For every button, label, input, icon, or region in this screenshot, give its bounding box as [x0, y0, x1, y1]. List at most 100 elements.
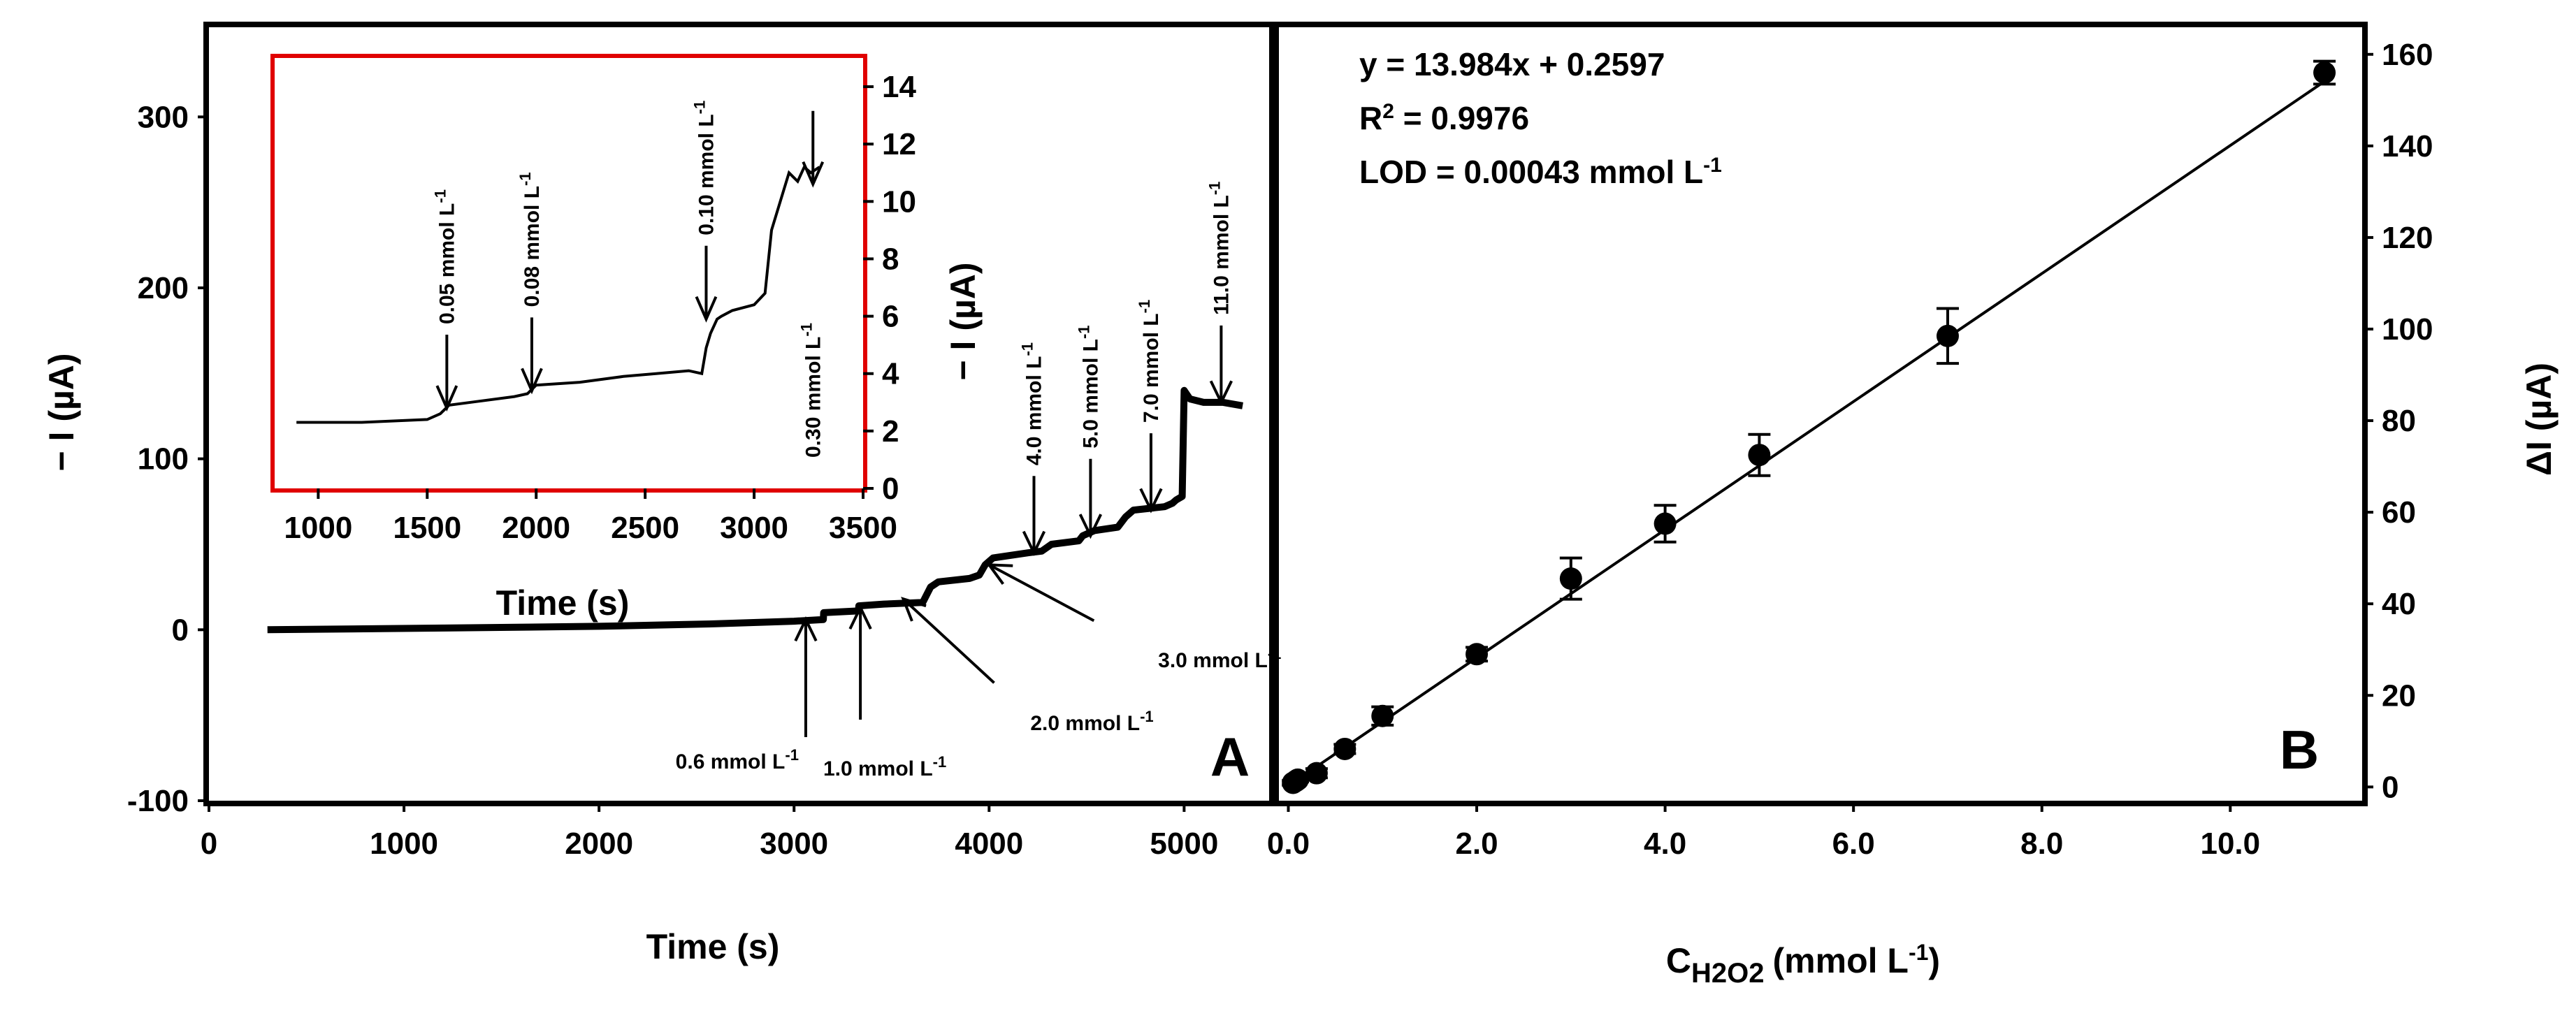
data-point — [2313, 61, 2336, 84]
panel-a-xlabel: Time (s) — [646, 927, 780, 966]
annotation-label: 11.0 mmol L-1 — [1206, 182, 1233, 315]
annotation-sup: -1 — [1206, 182, 1223, 196]
b-y-tick-label: 140 — [2382, 129, 2433, 163]
y-tick-label: 0 — [172, 613, 189, 647]
annotation-text: 2.0 mmol L — [1030, 712, 1140, 735]
xlabel-sub-h: H — [1691, 958, 1712, 989]
annotation-arrowhead — [1209, 380, 1233, 406]
panel-b-plot: 0.0 2.0 4.0 6.0 8.0 10.0 0 20 40 60 80 100 120 140 160 — [1267, 38, 2433, 861]
inset-x-tick-label: 3000 — [720, 511, 788, 545]
b-x-tick-label: 10.0 — [2200, 827, 2260, 861]
panel-b-xlabel: CH2O2 (mmol L-1) — [1666, 940, 1940, 989]
data-point — [1466, 643, 1489, 666]
inset-annotation-text: 0.08 mmol L — [521, 186, 544, 307]
inset-y-tick-label: 0 — [882, 472, 899, 506]
xlabel-unit-sup: -1 — [1909, 940, 1928, 965]
xlabel-sub-o: O — [1727, 958, 1749, 989]
data-point — [1654, 512, 1677, 535]
b-y-tick-label: 0 — [2382, 770, 2398, 804]
annotation-label: 1.0 mmol L-1 — [823, 753, 946, 781]
annotation-sup: -1 — [1075, 325, 1092, 339]
inset-annotation-text: 0.10 mmol L — [695, 114, 718, 235]
inset-annotation-text: 0.30 mmol L — [802, 337, 825, 458]
inset-ylabel: − I (µA) — [943, 262, 983, 380]
inset-annotation-label: 0.30 mmol L-1 — [797, 323, 825, 458]
annotation-arrowhead — [848, 604, 872, 630]
inset-background — [275, 58, 863, 488]
annotation-label: 3.0 mmol L-1 — [1158, 645, 1281, 673]
annotation-text: 4.0 mmol L — [1022, 356, 1045, 466]
annotation-arrowhead — [794, 616, 818, 642]
inset-y-tick-label: 12 — [882, 127, 916, 161]
panel-a-letter: A — [1210, 726, 1250, 787]
inset-y-tick-label: 14 — [882, 70, 916, 104]
annotation-sup: -1 — [1135, 300, 1152, 314]
b-x-tick-label: 4.0 — [1644, 827, 1686, 861]
x-tick-label: 1000 — [370, 827, 438, 861]
data-point — [1936, 324, 1959, 347]
xlabel-sub-2a: 2 — [1712, 958, 1727, 989]
annotation-sup: -1 — [933, 753, 947, 771]
b-x-tick-label: 6.0 — [1832, 827, 1875, 861]
annotation-text: 3.0 mmol L — [1158, 649, 1268, 672]
b-y-tick-label: 120 — [2382, 221, 2433, 255]
annotation-label: 5.0 mmol L-1 — [1075, 325, 1103, 448]
inset-annotation-arrowhead — [435, 385, 458, 412]
xlabel-c: C — [1666, 941, 1691, 980]
annotation-label: 4.0 mmol L-1 — [1018, 342, 1046, 465]
inset-series-line — [296, 164, 820, 424]
y-tick-label: -100 — [127, 784, 189, 818]
r-squared-sup: 2 — [1382, 100, 1394, 123]
annotation-arrowhead — [901, 597, 927, 622]
panel-b-ylabel: ΔI (µA) — [2519, 363, 2559, 476]
x-tick-label: 5000 — [1150, 827, 1218, 861]
annotation-arrowhead — [986, 563, 1013, 585]
panel-a-ylabel: − I (µA) — [42, 353, 81, 471]
inset-annotation-sup: -1 — [690, 101, 708, 115]
r-squared-value: = 0.9976 — [1394, 100, 1529, 136]
r-squared-r: R — [1359, 100, 1382, 136]
annotation-text: 11.0 mmol L — [1210, 195, 1233, 315]
annotation-arrow — [988, 563, 1095, 623]
x-tick-label: 0 — [201, 827, 217, 861]
panel-b-frame — [1273, 22, 2368, 806]
inset-annotation-sup: -1 — [797, 323, 815, 337]
panel-b-letter: B — [2280, 719, 2319, 780]
inset-annotation-arrowhead — [695, 296, 718, 323]
inset-annotation-text: 0.05 mmol L — [435, 203, 458, 324]
annotation-label: 2.0 mmol L-1 — [1030, 708, 1153, 736]
xlabel-sub-2b: 2 — [1749, 958, 1764, 989]
annotation-arrowhead — [1078, 514, 1103, 539]
annotation-label: 0.6 mmol L-1 — [676, 746, 799, 774]
xlabel-unit-close: ) — [1928, 941, 1940, 980]
inset-frame — [270, 54, 867, 493]
inset-y-tick-label: 8 — [882, 242, 899, 276]
x-tick-label: 4000 — [955, 827, 1023, 861]
data-point — [1748, 444, 1771, 467]
lod-sup: -1 — [1703, 154, 1722, 177]
inset-annotation-label: 0.10 mmol L-1 — [690, 101, 718, 235]
annotation-text: 5.0 mmol L — [1079, 339, 1102, 449]
annotation-sup: -1 — [1268, 645, 1282, 662]
annotation-arrow — [902, 597, 995, 684]
y-tick-label: 200 — [138, 271, 189, 305]
inset-x-tick-label: 2500 — [611, 511, 679, 545]
b-x-tick-label: 2.0 — [1455, 827, 1498, 861]
data-point — [1305, 762, 1328, 785]
inset-annotation-sup: -1 — [431, 189, 449, 203]
inset-x-tick-label: 3500 — [829, 511, 897, 545]
r-squared: R2 = 0.9976 — [1359, 100, 1529, 137]
b-y-tick-label: 100 — [2382, 312, 2433, 347]
inset-plot: 1000 1500 2000 2500 3000 3500 0 2 4 6 8 10 12 14 0.05 … — [275, 58, 916, 545]
b-x-tick-label: 0.0 — [1267, 827, 1310, 861]
b-y-tick-label: 60 — [2382, 495, 2416, 530]
inset-y-tick-label: 10 — [882, 184, 916, 219]
annotation-arrowhead — [1139, 488, 1163, 514]
annotation-sup: -1 — [1018, 342, 1036, 356]
xlabel-unit: (mmol L — [1773, 941, 1909, 980]
data-point — [1286, 768, 1309, 791]
inset-annotation-label: 0.05 mmol L-1 — [431, 189, 459, 324]
panel-a-frame — [203, 22, 1275, 806]
